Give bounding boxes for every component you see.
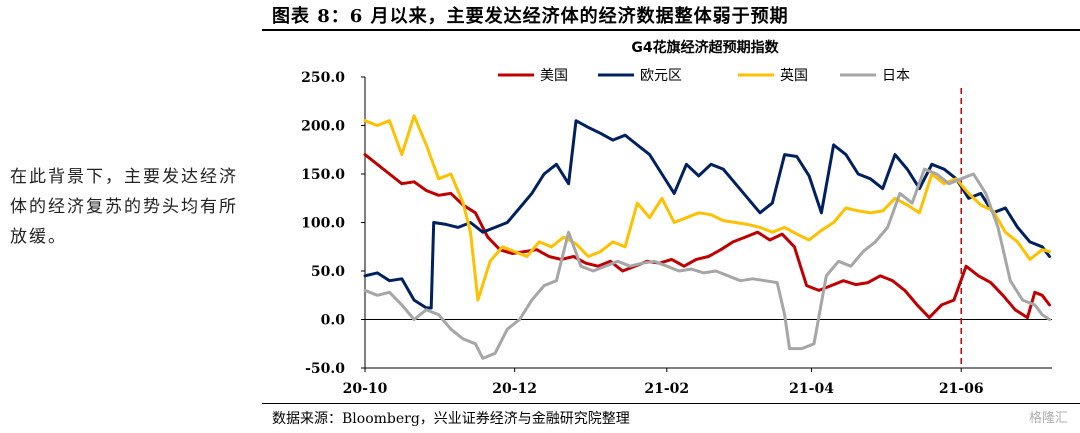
source-rule (262, 403, 1080, 404)
title-rule (262, 29, 1080, 31)
y-tick-label: 150.0 (301, 167, 345, 183)
y-tick-label: 50.0 (311, 264, 345, 280)
x-tick-label: 21-06 (939, 381, 984, 397)
y-tick-label: -50.0 (305, 361, 345, 377)
line-chart: G4花旗经济超预期指数 美国 欧元区 英国 日本 250.0 200.0 150.0 100… (301, 39, 1052, 397)
watermark: 格隆汇 (1028, 411, 1068, 426)
legend-label: 日本 (882, 68, 910, 84)
series-line-美国 (363, 153, 1051, 320)
axes: 250.0 200.0 150.0 100.0 50.0 0.0 -50.0 20-10 20-… (301, 70, 1052, 397)
y-tick-label: 100.0 (301, 216, 345, 232)
figure-title: 图表 8：6 月以来，主要发达经济体的经济数据整体弱于预期 (272, 6, 789, 27)
y-tick-label: 200.0 (301, 119, 345, 135)
legend: 美国 欧元区 英国 日本 (498, 67, 910, 84)
series-line-英国 (363, 114, 1051, 302)
y-tick-label: 250.0 (301, 70, 345, 86)
legend-label: 美国 (540, 68, 568, 84)
series-lines (363, 114, 1051, 360)
x-tick-label: 20-10 (343, 381, 388, 397)
chart-title: G4花旗经济超预期指数 (631, 39, 779, 56)
x-tick-label: 20-12 (492, 381, 537, 397)
series-line-日本 (363, 167, 1051, 360)
legend-label: 欧元区 (640, 68, 682, 84)
series-line-欧元区 (363, 119, 1051, 310)
source-note: 数据来源：Bloomberg，兴业证券经济与金融研究院整理 (272, 411, 630, 427)
x-tick-label: 21-02 (644, 381, 689, 397)
y-tick-label: 0.0 (321, 313, 346, 329)
side-note: 在此背景下，主要发达经济体的经济复苏的势头均有所放缓。 (10, 167, 238, 247)
legend-label: 英国 (780, 67, 808, 84)
x-tick-label: 21-04 (789, 381, 834, 397)
